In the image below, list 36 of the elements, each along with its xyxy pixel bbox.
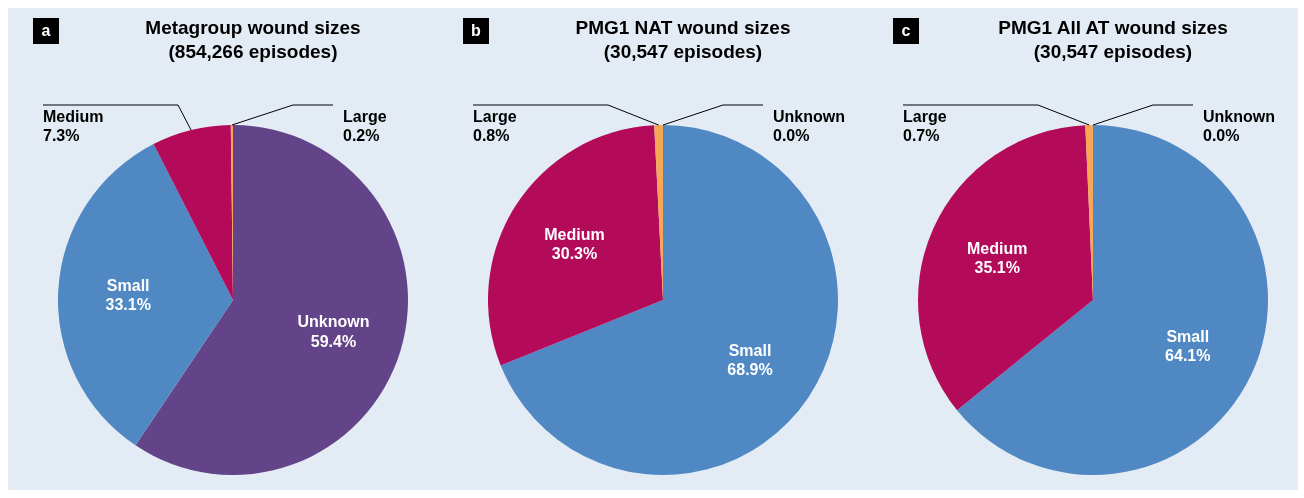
pie-slice bbox=[957, 125, 1268, 475]
chart-title: PMG1 NAT wound sizes bbox=[574, 16, 792, 40]
data-label: 0.8% bbox=[473, 127, 510, 145]
data-label: 30.3% bbox=[551, 245, 598, 263]
text: a bbox=[33, 18, 59, 44]
category-label: Unknown bbox=[773, 108, 845, 125]
data-label: 33.1% bbox=[105, 295, 151, 313]
data-label: 0.2% bbox=[343, 127, 380, 145]
slice-label: Large bbox=[343, 108, 387, 125]
slice-label: Small bbox=[728, 341, 772, 359]
category-label: Unknown bbox=[1203, 108, 1275, 125]
data-label: 7.3% bbox=[43, 127, 80, 145]
slice-label: Large bbox=[473, 108, 517, 125]
pie-slice bbox=[58, 144, 233, 446]
slice-label: Medium bbox=[544, 226, 605, 244]
chart-subtitle: (30,547 episodes) bbox=[1032, 40, 1194, 64]
data-label: 64.1% bbox=[1165, 347, 1211, 365]
slice-label: Medium bbox=[43, 108, 104, 125]
text: 0.0% bbox=[773, 127, 810, 145]
text: 0.0% bbox=[1203, 127, 1240, 145]
chart-title: Metagroup wound sizes bbox=[144, 16, 362, 40]
data-label: 59.4% bbox=[310, 332, 357, 350]
slice-label: Small bbox=[1166, 328, 1210, 345]
data-label: 0.7% bbox=[903, 127, 940, 145]
slice-label: Large bbox=[903, 108, 947, 125]
slice-label: Unknown bbox=[297, 313, 370, 331]
slice-label: Small bbox=[106, 276, 150, 294]
chart-subtitle: (854,266 episodes) bbox=[167, 40, 339, 64]
chart-subtitle: (30,547 episodes) bbox=[602, 40, 764, 64]
text: c bbox=[893, 18, 919, 44]
data-label: 68.9% bbox=[727, 360, 773, 378]
data-label: 35.1% bbox=[974, 258, 1020, 276]
pie-slice bbox=[153, 125, 233, 300]
chart-title: PMG1 All AT wound sizes bbox=[997, 16, 1229, 40]
slice-label: Medium bbox=[967, 239, 1028, 257]
text: b bbox=[463, 18, 489, 44]
